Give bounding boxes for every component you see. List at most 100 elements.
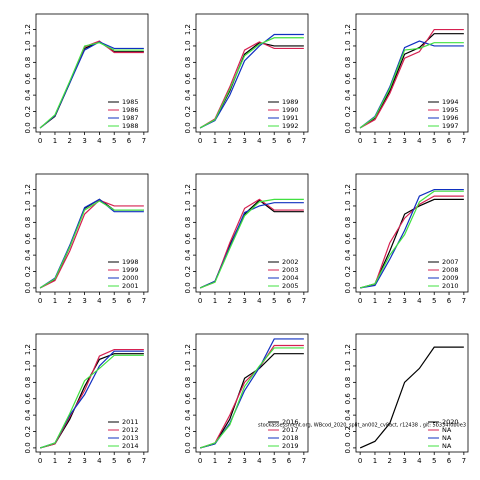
series-line bbox=[359, 42, 464, 129]
series-line bbox=[199, 198, 304, 289]
legend-label: 1988 bbox=[122, 122, 139, 130]
x-tick-label: 7 bbox=[302, 297, 306, 305]
series-line bbox=[199, 347, 304, 449]
x-tick-label: 1 bbox=[213, 297, 217, 305]
x-tick-label: 3 bbox=[402, 137, 406, 145]
legend-label: 2011 bbox=[122, 418, 139, 426]
y-tick-label: 1.2 bbox=[344, 184, 352, 195]
x-tick-label: 1 bbox=[373, 457, 377, 465]
x-tick-label: 2 bbox=[388, 297, 392, 305]
y-tick-label: 0.0 bbox=[24, 442, 32, 453]
legend-label: 2012 bbox=[122, 426, 139, 434]
x-tick-label: 4 bbox=[97, 297, 102, 305]
x-tick-label: 3 bbox=[242, 457, 246, 465]
y-tick-label: 0.0 bbox=[184, 122, 192, 133]
x-tick-label: 0 bbox=[38, 457, 42, 465]
y-tick-label: 0.2 bbox=[344, 266, 352, 277]
legend-label: 1998 bbox=[122, 258, 139, 266]
x-tick-label: 1 bbox=[213, 457, 217, 465]
x-tick-label: 2 bbox=[228, 297, 232, 305]
y-tick-label: 1.0 bbox=[184, 200, 192, 211]
x-tick-label: 5 bbox=[112, 137, 116, 145]
legend-label: 1997 bbox=[442, 122, 459, 130]
x-tick-label: 3 bbox=[82, 297, 86, 305]
y-tick-label: 0.8 bbox=[184, 57, 192, 68]
x-tick-label: 2 bbox=[388, 457, 392, 465]
x-tick-label: 3 bbox=[402, 297, 406, 305]
x-tick-label: 7 bbox=[302, 457, 306, 465]
y-tick-label: 0.8 bbox=[24, 57, 32, 68]
plot-frame bbox=[355, 173, 469, 293]
legend-label: 2019 bbox=[282, 442, 299, 450]
plot-frame bbox=[195, 13, 309, 133]
y-tick-label: 0.6 bbox=[344, 233, 352, 245]
legend-label: 2009 bbox=[442, 274, 459, 282]
y-tick-label: 0.4 bbox=[344, 409, 352, 421]
y-tick-label: 1.0 bbox=[24, 360, 32, 371]
x-tick-label: 2 bbox=[68, 297, 72, 305]
x-tick-label: 5 bbox=[272, 137, 276, 145]
legend-label: NA bbox=[442, 442, 452, 450]
y-tick-label: 0.0 bbox=[344, 282, 352, 293]
y-tick-label: 0.4 bbox=[24, 89, 32, 101]
y-tick-label: 0.8 bbox=[24, 217, 32, 228]
y-tick-label: 0.6 bbox=[24, 73, 32, 85]
legend-label: 1994 bbox=[442, 98, 459, 106]
legend-label: 2016 bbox=[282, 418, 299, 426]
x-tick-label: 4 bbox=[417, 457, 422, 465]
x-tick-label: 4 bbox=[257, 297, 262, 305]
legend-label: 2018 bbox=[282, 434, 299, 442]
series-line bbox=[359, 190, 464, 289]
annotation: stockassessment.org, WBcod_2020_split_an… bbox=[258, 423, 466, 429]
x-tick-label: 0 bbox=[198, 457, 202, 465]
y-tick-label: 0.2 bbox=[24, 106, 32, 117]
plot-frame bbox=[355, 13, 469, 133]
y-tick-label: 0.6 bbox=[184, 393, 192, 405]
y-tick-label: 1.2 bbox=[24, 344, 32, 355]
series-line bbox=[359, 28, 464, 129]
x-tick-label: 7 bbox=[142, 137, 146, 145]
y-tick-label: 0.2 bbox=[184, 426, 192, 437]
x-tick-label: 6 bbox=[287, 297, 292, 305]
y-tick-label: 1.2 bbox=[184, 344, 192, 355]
x-tick-label: 5 bbox=[432, 457, 436, 465]
legend-label: 2013 bbox=[122, 434, 139, 442]
x-tick-label: 1 bbox=[53, 137, 57, 145]
x-tick-label: 2 bbox=[68, 457, 72, 465]
y-tick-label: 0.6 bbox=[24, 233, 32, 245]
x-tick-label: 1 bbox=[373, 137, 377, 145]
legend-label: 1995 bbox=[442, 106, 459, 114]
x-tick-label: 1 bbox=[53, 457, 57, 465]
legend-label: 1989 bbox=[282, 98, 299, 106]
y-tick-label: 0.8 bbox=[344, 57, 352, 68]
plot-frame bbox=[195, 333, 309, 453]
series-line bbox=[199, 344, 304, 449]
x-tick-label: 3 bbox=[82, 137, 86, 145]
series-line bbox=[39, 199, 144, 289]
y-tick-label: 1.2 bbox=[344, 344, 352, 355]
y-tick-label: 0.0 bbox=[184, 282, 192, 293]
x-tick-label: 3 bbox=[402, 457, 406, 465]
x-tick-label: 5 bbox=[112, 457, 116, 465]
y-tick-label: 0.2 bbox=[184, 106, 192, 117]
x-tick-label: 6 bbox=[127, 297, 132, 305]
legend-label: 2003 bbox=[282, 266, 299, 274]
legend-label: 1992 bbox=[282, 122, 299, 130]
y-tick-label: 1.0 bbox=[24, 40, 32, 51]
y-tick-label: 1.0 bbox=[344, 200, 352, 211]
x-tick-label: 3 bbox=[242, 137, 246, 145]
plot-frame bbox=[195, 173, 309, 293]
y-tick-label: 0.8 bbox=[344, 217, 352, 228]
x-tick-label: 4 bbox=[417, 137, 422, 145]
legend-label: NA bbox=[442, 434, 452, 442]
y-tick-label: 0.2 bbox=[184, 266, 192, 277]
x-tick-label: 2 bbox=[388, 137, 392, 145]
legend-label: 2007 bbox=[442, 258, 459, 266]
x-tick-label: 6 bbox=[127, 457, 132, 465]
x-tick-label: 5 bbox=[112, 297, 116, 305]
y-tick-label: 1.2 bbox=[24, 184, 32, 195]
legend-label: 1996 bbox=[442, 114, 459, 122]
x-tick-label: 7 bbox=[142, 297, 146, 305]
y-tick-label: 0.0 bbox=[24, 122, 32, 133]
